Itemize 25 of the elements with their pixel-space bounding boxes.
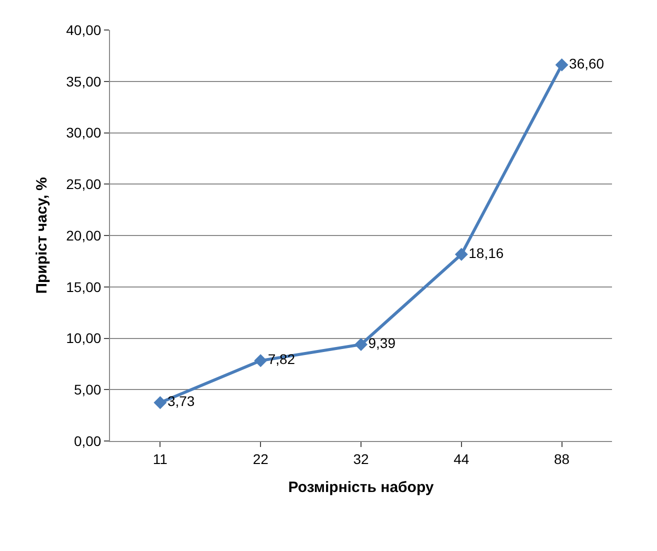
data-label: 9,39 [368,335,396,352]
x-tick-label: 44 [454,450,470,467]
y-tick-label: 40,00 [66,22,102,38]
x-tick-label: 22 [252,450,269,467]
point [454,248,468,261]
y-tick-label: 10,00 [66,330,102,346]
y-tick-label: 25,00 [66,176,102,192]
x-tick-label: 88 [554,450,570,467]
y-tick-label: 15,00 [66,278,102,295]
data-label: 3,73 [167,393,195,410]
y-tick-label: 5,00 [74,382,102,398]
y-tick-label: 35,00 [66,73,102,90]
data-label: 36,60 [569,55,604,72]
x-tick-label: 11 [152,450,168,467]
x-axis-title: Розмірність набору [288,478,434,496]
point [154,396,167,410]
y-tick-label: 20,00 [66,227,102,244]
y-axis-title: Приріст часу, % [33,177,50,294]
point [254,354,268,368]
y-tick-label: 0,00 [74,432,102,449]
y-tick-label: 30,00 [66,124,102,141]
point [555,58,568,72]
x-tick-label: 32 [353,450,369,467]
data-label: 18,16 [468,244,504,261]
point [354,338,368,352]
